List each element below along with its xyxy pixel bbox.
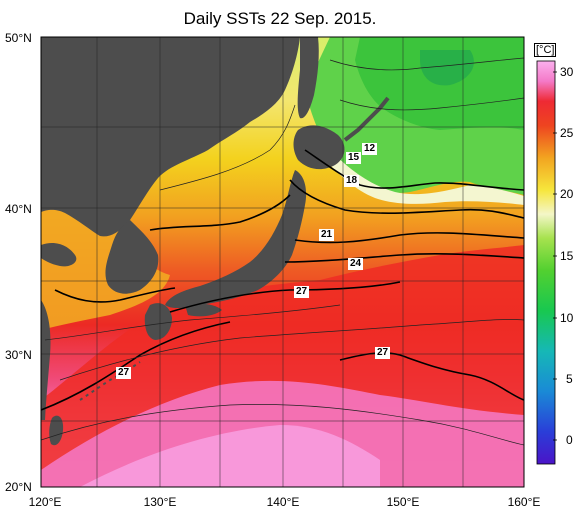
contour-label-27-west: 27 [116,367,132,379]
contour-label-18: 18 [344,175,360,187]
land-china-coast [41,300,51,420]
colorbar-tick-5: 5 [566,372,573,386]
colorbar-tick-10: 10 [560,311,574,325]
land-kyushu [144,303,172,340]
contour-label-15: 15 [346,152,362,164]
lon-label-160e: 160°E [507,495,541,509]
map-frame [40,36,525,488]
lon-label-130e: 130°E [143,495,177,509]
lon-label-140e: 140°E [266,495,300,509]
colorbar-tick-15: 15 [560,249,574,263]
land-sakhalin [297,37,319,119]
land-taiwan [49,415,64,446]
colorbar-tick-30: 30 [560,65,574,79]
colorbar-tick-0: 0 [566,433,573,447]
land-hokkaido [293,125,345,170]
contour-label-12: 12 [362,143,378,155]
map-title: Daily SSTs 22 Sep. 2015. [183,9,377,28]
land-honshu [165,170,307,309]
lat-label-50n: 50°N [5,31,32,45]
lat-label-30n: 30°N [5,348,32,362]
contour-label-24: 24 [348,258,364,270]
land-asia [41,37,300,237]
lat-label-40n: 40°N [5,202,32,216]
colorbar [536,60,556,465]
colorbar-tick-25: 25 [560,126,574,140]
colorbar-tick-20: 20 [560,187,574,201]
contour-label-27-east: 27 [375,347,391,359]
contour-label-27-north: 27 [294,286,310,298]
lon-label-120e: 120°E [28,495,62,509]
colorbar-unit: [°C] [534,43,557,57]
lon-label-150e: 150°E [386,495,420,509]
land-korea [105,220,159,294]
contour-label-21: 21 [319,229,335,241]
lat-label-20n: 20°N [5,480,32,494]
